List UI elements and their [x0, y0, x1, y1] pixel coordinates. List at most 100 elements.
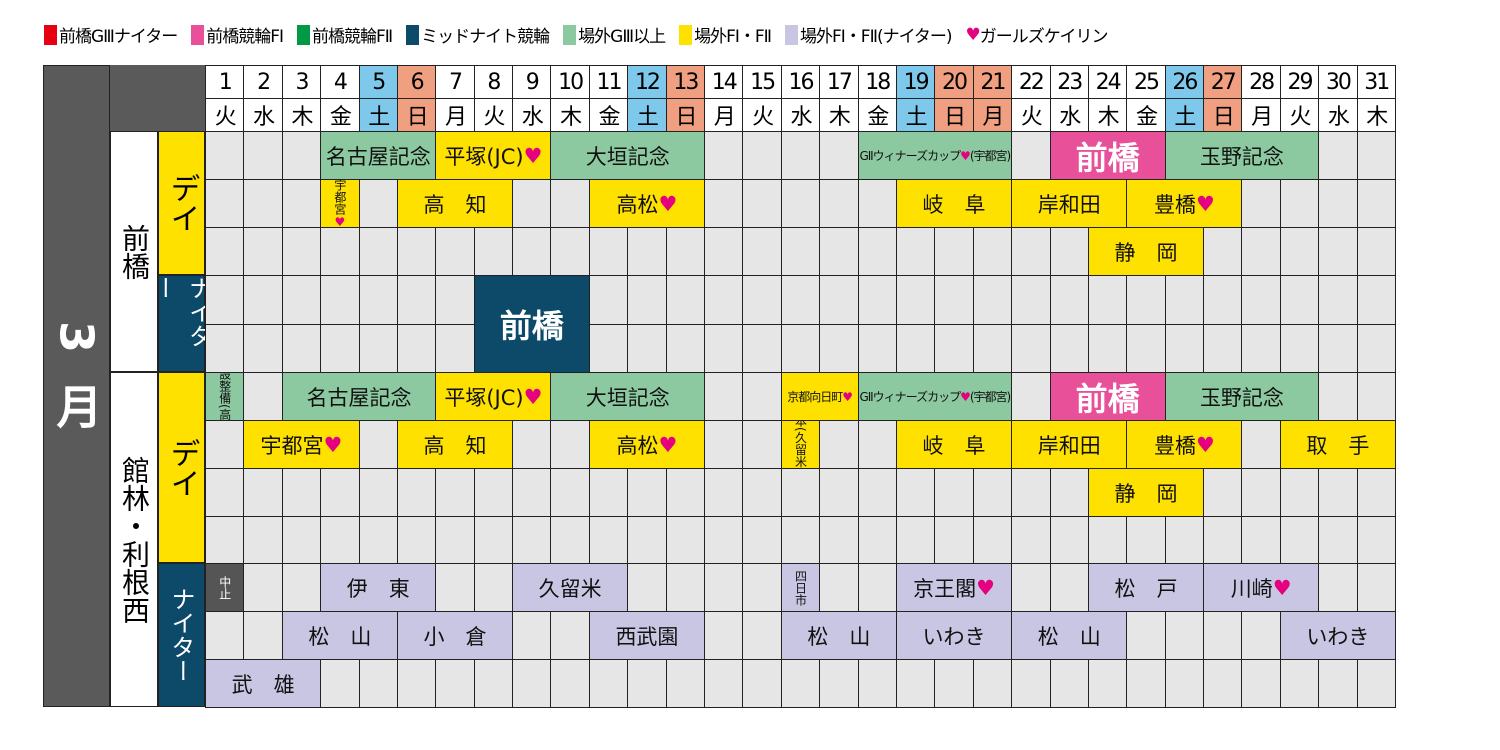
grid-cell	[742, 372, 782, 421]
event-label: 高松	[616, 433, 659, 458]
grid-cell	[1049, 468, 1089, 517]
grid-cell	[895, 323, 936, 373]
event-label: 岐 阜	[922, 433, 986, 458]
day-number: 5	[358, 65, 398, 99]
grid-cell	[1011, 468, 1051, 517]
race-event[interactable]: 小 倉	[396, 611, 514, 660]
race-event[interactable]: 名古屋記念	[320, 131, 437, 180]
grid-cell	[1241, 659, 1281, 708]
grid-cell	[243, 131, 283, 180]
grid-cell	[320, 275, 360, 325]
race-event[interactable]: 高松 ♥	[588, 179, 706, 228]
race-event[interactable]: 久留米	[512, 563, 629, 612]
grid-cell	[665, 468, 706, 517]
grid-cell	[819, 468, 859, 517]
grid-cell	[627, 468, 667, 517]
race-event[interactable]: 京王閣 ♥	[895, 563, 1013, 612]
weekday: 火	[1279, 98, 1320, 132]
day-number: 14	[704, 65, 744, 99]
race-event[interactable]: 川崎 ♥	[1203, 563, 1320, 612]
grid-cell	[435, 468, 475, 517]
race-event[interactable]: 伊 東	[320, 563, 437, 612]
race-event[interactable]: GⅡウィナーズカップ ♥ (宇都宮)	[857, 372, 1013, 421]
race-event[interactable]: 中止	[205, 563, 245, 612]
event-label: 中止	[217, 575, 232, 600]
grid-cell	[1164, 611, 1205, 660]
event-label: 松 山	[807, 624, 871, 649]
race-event[interactable]: 武 雄	[205, 659, 322, 708]
race-event[interactable]: 豊橋 ♥	[1126, 179, 1243, 228]
grid-cell	[742, 563, 782, 612]
race-event[interactable]: 岸和田	[1011, 420, 1128, 469]
race-event[interactable]: 京都向日町 ♥	[780, 372, 859, 421]
legend-item: 前橋競輪FⅠ	[191, 22, 284, 47]
race-event[interactable]: 前橋	[473, 275, 590, 373]
event-label: 静 岡	[1114, 240, 1178, 265]
grid-cell	[396, 227, 437, 276]
grid-cell	[1356, 372, 1396, 421]
weekday: 水	[1049, 98, 1089, 132]
race-event[interactable]: 熊本(久留米)♥	[780, 420, 821, 469]
race-event[interactable]: 松 戸	[1087, 563, 1205, 612]
event-label: 平塚(JC)	[444, 385, 524, 410]
grid-cell	[243, 468, 283, 517]
race-event[interactable]: 高 知	[396, 420, 514, 469]
event-label: 宇都宮	[332, 179, 347, 215]
weekday: 土	[358, 98, 398, 132]
race-event[interactable]: いわき	[1279, 611, 1396, 660]
race-event[interactable]: 松 山	[1011, 611, 1128, 660]
event-label: GⅡウィナーズカップ	[859, 390, 961, 404]
event-label: 岐 阜	[922, 192, 986, 217]
race-event[interactable]: いわき	[895, 611, 1013, 660]
race-event[interactable]: 施設整備(高知)	[205, 372, 245, 421]
grid-cell	[435, 227, 475, 276]
day-number: 19	[895, 65, 936, 99]
race-event[interactable]: GⅡウィナーズカップ ♥ (宇都宮)	[857, 131, 1013, 180]
race-event[interactable]: 平塚(JC) ♥	[435, 372, 552, 421]
race-event[interactable]: 豊橋 ♥	[1126, 420, 1243, 469]
grid-cell	[550, 516, 590, 564]
race-event[interactable]: 西武園	[588, 611, 706, 660]
race-event[interactable]: 高 知	[396, 179, 514, 228]
grid-cell	[550, 611, 590, 660]
day-number: 4	[320, 65, 360, 99]
race-event[interactable]: 四日市	[780, 563, 821, 612]
legend-label: 前橋競輪FⅠ	[206, 27, 284, 47]
race-event[interactable]: 静 岡	[1087, 468, 1205, 517]
grid-cell	[1203, 275, 1243, 325]
grid-cell	[819, 563, 859, 612]
day-number: 28	[1241, 65, 1281, 99]
event-label: 高松	[616, 192, 659, 217]
grid-cell	[473, 227, 514, 276]
race-event[interactable]: 取 手	[1279, 420, 1396, 469]
race-event[interactable]: 高松 ♥	[588, 420, 706, 469]
grid-cell	[627, 659, 667, 708]
race-event[interactable]: 玉野記念	[1164, 131, 1320, 180]
race-event[interactable]: 平塚(JC) ♥	[435, 131, 552, 180]
race-event[interactable]: 宇都宮 ♥	[243, 420, 360, 469]
race-event[interactable]: 岸和田	[1011, 179, 1128, 228]
event-label: 大垣記念	[585, 144, 670, 169]
race-event[interactable]: 大垣記念	[550, 372, 706, 421]
grid-cell	[1241, 516, 1281, 564]
grid-cell	[895, 468, 936, 517]
race-event[interactable]: 松 山	[780, 611, 897, 660]
race-event[interactable]: 宇都宮 ♥	[320, 179, 360, 228]
race-event[interactable]: 静 岡	[1087, 227, 1205, 276]
race-event[interactable]: 名古屋記念	[281, 372, 437, 421]
race-event[interactable]: 玉野記念	[1164, 372, 1320, 421]
event-label: 高 知	[423, 192, 487, 217]
race-event[interactable]: 前橋	[1049, 372, 1166, 421]
race-event[interactable]: 大垣記念	[550, 131, 706, 180]
grid-cell	[1011, 275, 1051, 325]
day-number: 27	[1203, 65, 1243, 99]
grid-cell	[1356, 275, 1396, 325]
grid-cell	[1011, 227, 1051, 276]
race-event[interactable]: 岐 阜	[895, 179, 1013, 228]
grid-cell	[320, 323, 360, 373]
race-event[interactable]: 岐 阜	[895, 420, 1013, 469]
race-event[interactable]: 松 山	[281, 611, 398, 660]
race-event[interactable]: 前橋	[1049, 131, 1166, 180]
weekday: 月	[704, 98, 744, 132]
grid-cell	[588, 275, 629, 325]
